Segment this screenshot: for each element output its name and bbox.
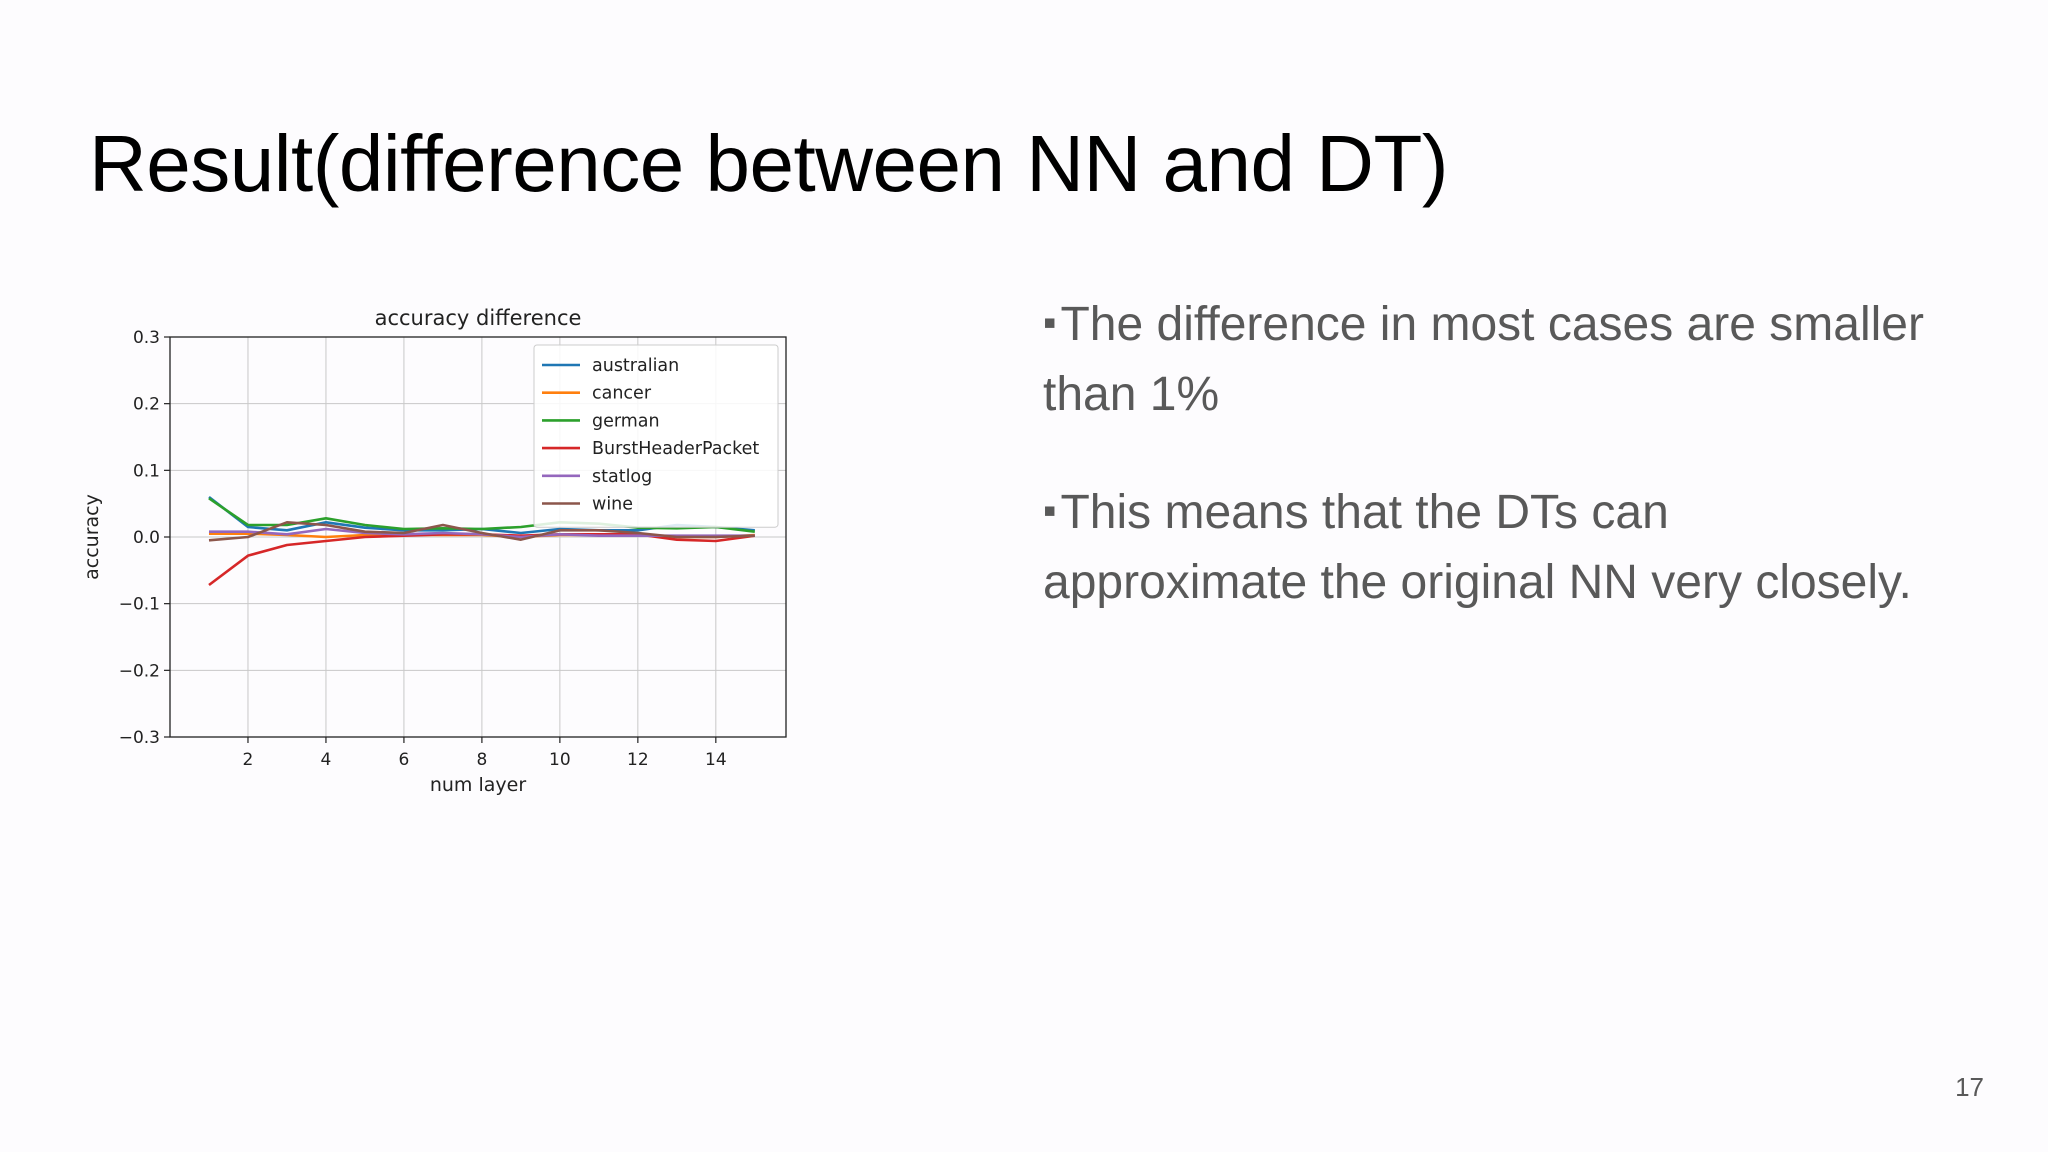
x-tick-label: 14 xyxy=(705,750,727,770)
slide-title: Result(difference between NN and DT) xyxy=(89,119,1448,208)
accuracy-difference-chart: 2 4 6 8 10 12 14 0.3 0.2 0.1 0.0 −0.1 −0.2 −0.3 accur… xyxy=(70,290,820,810)
x-tick-label: 2 xyxy=(243,750,254,770)
page-number: 17 xyxy=(1955,1072,1984,1102)
y-tick-label: 0.3 xyxy=(133,328,160,348)
y-tick-label: 0.0 xyxy=(133,528,160,548)
legend-label: wine xyxy=(592,495,633,515)
bullet-square-icon: ▪ xyxy=(1043,302,1057,344)
y-tick-label: 0.1 xyxy=(133,461,160,481)
legend-label: german xyxy=(592,411,660,431)
y-tick-label: −0.2 xyxy=(119,661,160,681)
bullet-square-icon: ▪ xyxy=(1043,490,1057,532)
y-axis-label: accuracy xyxy=(81,494,103,580)
legend-label: australian xyxy=(592,356,679,376)
series-line-wine xyxy=(208,521,755,542)
y-tick-label: 0.2 xyxy=(133,395,160,415)
bullet-list: ▪The difference in most cases are smalle… xyxy=(1043,288,1943,664)
x-tick-label: 8 xyxy=(476,750,487,770)
y-tick-label: −0.3 xyxy=(119,728,160,748)
x-axis-label: num layer xyxy=(430,774,526,796)
bullet-text: This means that the DTs can approximate … xyxy=(1043,486,1912,609)
legend-label: cancer xyxy=(592,384,652,404)
bullet-item: ▪The difference in most cases are smalle… xyxy=(1043,288,1943,430)
x-tick-label: 12 xyxy=(627,750,649,770)
legend-label: statlog xyxy=(592,467,652,487)
legend-box xyxy=(533,344,779,528)
chart-title: accuracy difference xyxy=(375,306,582,330)
chart-svg: 2 4 6 8 10 12 14 0.3 0.2 0.1 0.0 −0.1 −0.2 −0.3 accur… xyxy=(81,306,787,796)
y-tick-label: −0.1 xyxy=(119,595,160,615)
axis-ticks: 2 4 6 8 10 12 14 0.3 0.2 0.1 0.0 −0.1 −0.2 −0.3 xyxy=(119,328,727,770)
legend-label: BurstHeaderPacket xyxy=(592,439,759,459)
x-tick-label: 6 xyxy=(399,750,410,770)
legend: australian cancer german BurstHeaderPacket s… xyxy=(533,344,779,528)
x-tick-label: 10 xyxy=(549,750,571,770)
x-tick-label: 4 xyxy=(321,750,332,770)
bullet-text: The difference in most cases are smaller… xyxy=(1043,298,1924,421)
bullet-item: ▪This means that the DTs can approximate… xyxy=(1043,476,1943,618)
